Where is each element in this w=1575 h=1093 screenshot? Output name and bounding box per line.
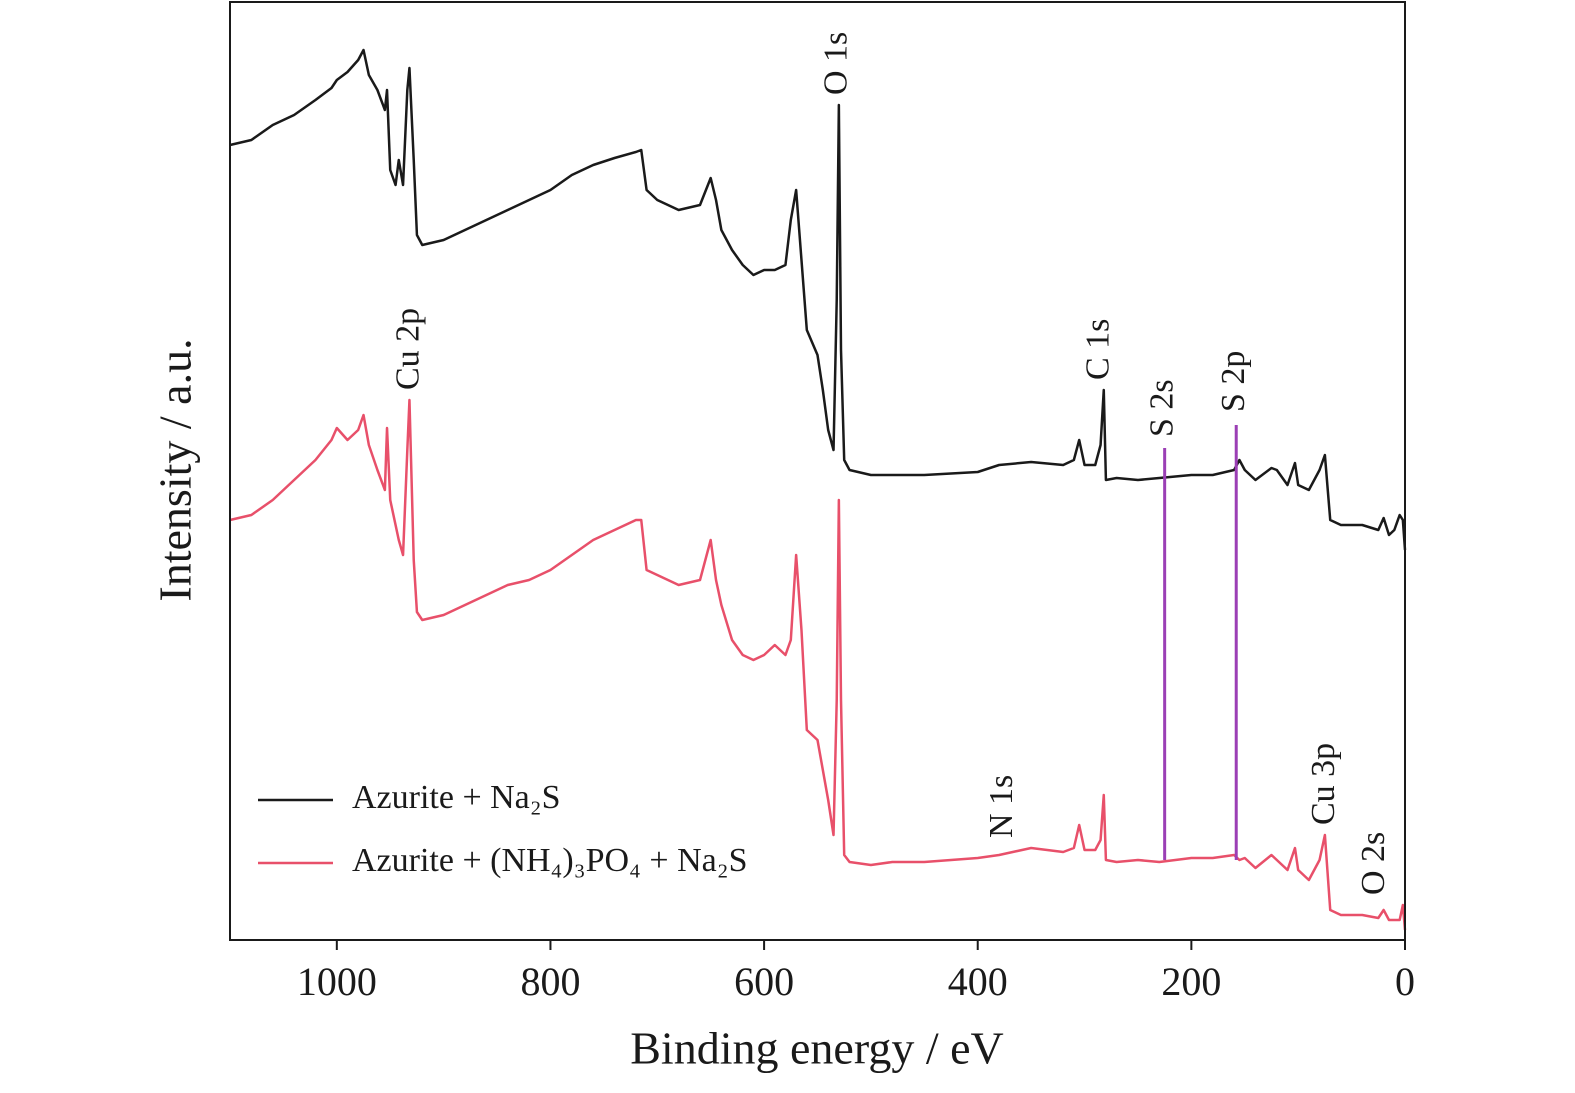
x-tick-label: 0 (1395, 959, 1415, 1004)
annotation-label: C 1s (1079, 319, 1116, 380)
annotation-label: O 2s (1355, 832, 1392, 895)
x-tick-label: 600 (734, 959, 794, 1004)
legend-label: Azurite + Na₂S (352, 779, 561, 816)
x-tick-label: 400 (948, 959, 1008, 1004)
annotation-label: Cu 2p (389, 308, 426, 390)
x-tick-label: 800 (520, 959, 580, 1004)
legend-label: Azurite + (NH₄)₃PO₄ + Na₂S (352, 842, 747, 879)
x-tick-label: 1000 (297, 959, 377, 1004)
annotation-label: Cu 3p (1305, 743, 1342, 825)
series-line (229, 48, 1407, 551)
annotation-label: O 1s (818, 32, 855, 95)
annotation-label: S 2p (1215, 351, 1252, 412)
annotation-label: N 1s (983, 775, 1020, 838)
y-axis-label: Intensity / a.u. (150, 338, 201, 601)
plot-frame (229, 1, 1406, 941)
annotation-label: S 2s (1143, 379, 1180, 437)
series-line (229, 398, 1407, 931)
x-axis-label: Binding energy / eV (630, 1023, 1003, 1074)
x-tick-label: 200 (1161, 959, 1221, 1004)
